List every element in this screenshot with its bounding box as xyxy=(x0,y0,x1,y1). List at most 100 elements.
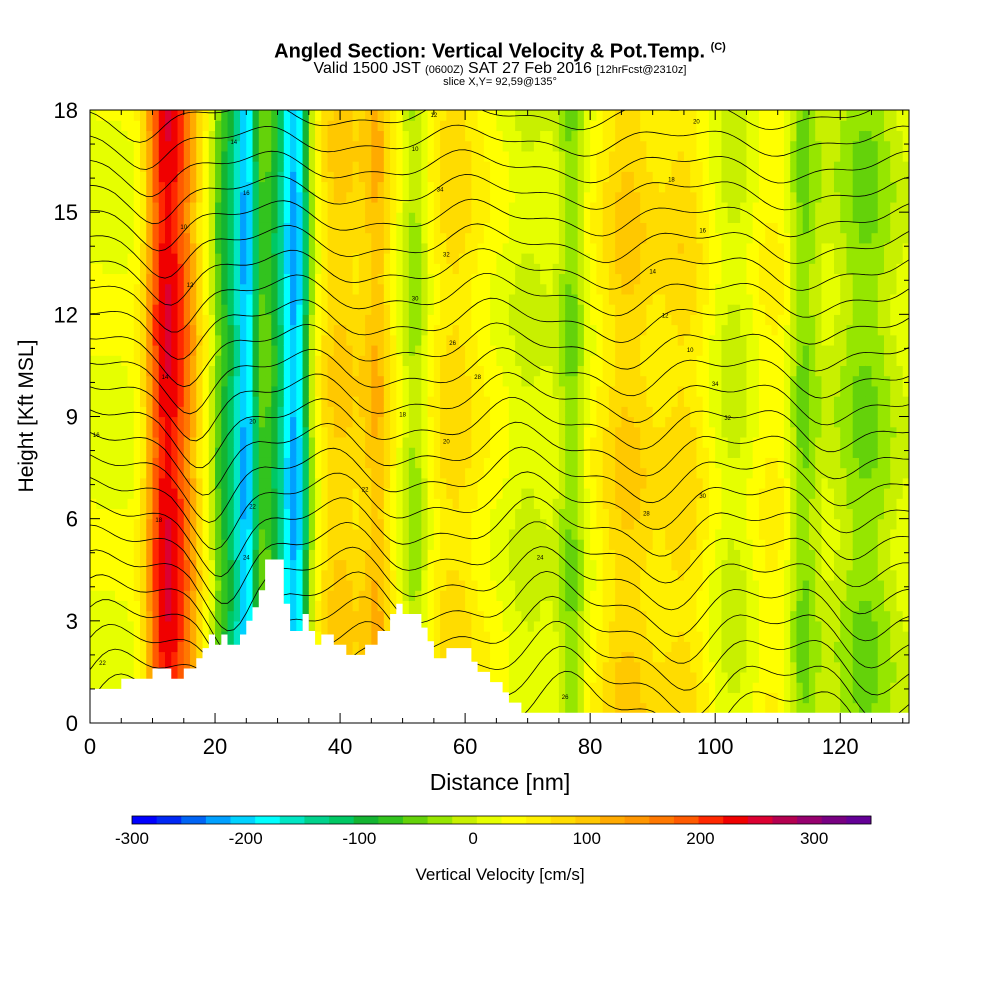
velocity-cell xyxy=(427,150,435,162)
velocity-cell xyxy=(508,549,516,561)
velocity-cell xyxy=(558,569,566,581)
velocity-cell xyxy=(271,324,279,336)
velocity-cell xyxy=(402,396,410,407)
velocity-cell xyxy=(215,631,222,642)
velocity-cell xyxy=(502,110,510,121)
velocity-cell xyxy=(265,304,272,315)
velocity-cell xyxy=(271,304,279,315)
velocity-cell xyxy=(440,396,447,407)
velocity-cell xyxy=(202,161,210,172)
velocity-cell xyxy=(558,120,566,132)
velocity-cell xyxy=(96,324,104,336)
velocity-cell xyxy=(233,355,241,367)
velocity-cell xyxy=(102,579,110,591)
velocity-cell xyxy=(258,150,266,162)
velocity-cell xyxy=(215,488,222,499)
velocity-cell xyxy=(115,457,122,469)
velocity-cell xyxy=(202,273,210,285)
velocity-cell xyxy=(346,436,354,448)
velocity-cell xyxy=(540,651,547,663)
velocity-cell xyxy=(583,579,591,591)
velocity-cell xyxy=(121,365,129,377)
velocity-cell xyxy=(177,181,185,193)
velocity-cell xyxy=(190,222,197,234)
velocity-cell xyxy=(196,181,204,193)
velocity-cell xyxy=(165,436,172,448)
velocity-cell xyxy=(590,273,598,285)
velocity-cell xyxy=(477,181,485,193)
velocity-cell xyxy=(102,293,110,305)
velocity-cell xyxy=(583,355,591,367)
velocity-cell xyxy=(190,528,197,540)
velocity-cell xyxy=(315,600,322,612)
velocity-cell xyxy=(121,467,129,479)
velocity-cell xyxy=(527,324,535,336)
velocity-cell xyxy=(140,416,147,428)
velocity-cell xyxy=(515,416,522,428)
velocity-cell xyxy=(421,518,429,530)
velocity-cell xyxy=(427,304,435,315)
velocity-cell xyxy=(90,212,97,223)
velocity-cell xyxy=(527,549,535,561)
velocity-cell xyxy=(571,140,579,152)
velocity-cell xyxy=(252,467,260,479)
velocity-cell xyxy=(283,201,291,213)
velocity-cell xyxy=(471,283,479,295)
velocity-cell xyxy=(271,253,279,264)
velocity-cell xyxy=(377,242,385,254)
velocity-cell xyxy=(533,702,541,714)
velocity-cell xyxy=(158,436,166,448)
velocity-cell xyxy=(427,610,435,622)
velocity-cell xyxy=(140,426,147,438)
velocity-cell xyxy=(383,528,391,540)
velocity-cell xyxy=(408,150,416,162)
velocity-cell xyxy=(365,590,372,601)
velocity-cell xyxy=(296,150,304,162)
velocity-cell xyxy=(546,447,554,458)
velocity-cell xyxy=(533,600,541,612)
velocity-cell xyxy=(483,641,491,653)
velocity-cell xyxy=(171,283,179,295)
velocity-cell xyxy=(546,457,554,469)
velocity-cell xyxy=(227,488,235,499)
velocity-cell xyxy=(321,447,329,458)
velocity-cell xyxy=(515,671,522,683)
velocity-cell xyxy=(221,181,229,193)
velocity-cell xyxy=(590,559,598,571)
velocity-cell xyxy=(402,191,410,203)
velocity-cell xyxy=(490,549,497,561)
velocity-cell xyxy=(240,620,247,632)
velocity-field xyxy=(90,110,909,723)
velocity-cell xyxy=(346,549,354,561)
velocity-cell xyxy=(496,549,504,561)
velocity-cell xyxy=(327,385,335,397)
velocity-cell xyxy=(158,539,166,550)
velocity-cell xyxy=(146,661,154,673)
velocity-cell xyxy=(246,610,254,622)
velocity-cell xyxy=(521,161,529,172)
velocity-cell xyxy=(377,508,385,520)
velocity-cell xyxy=(421,508,429,520)
velocity-cell xyxy=(371,590,379,601)
velocity-cell xyxy=(415,222,422,234)
velocity-cell xyxy=(396,191,404,203)
velocity-cell xyxy=(590,375,598,387)
velocity-cell xyxy=(246,171,254,183)
velocity-cell xyxy=(346,334,354,346)
velocity-cell xyxy=(208,344,216,356)
velocity-cell xyxy=(471,314,479,326)
velocity-cell xyxy=(383,385,391,397)
velocity-cell xyxy=(177,549,185,561)
velocity-cell xyxy=(171,518,179,530)
velocity-cell xyxy=(233,447,241,458)
velocity-cell xyxy=(471,396,479,407)
velocity-cell xyxy=(340,416,347,428)
velocity-cell xyxy=(133,222,141,234)
velocity-cell xyxy=(102,631,110,642)
velocity-cell xyxy=(246,110,254,121)
velocity-cell xyxy=(215,590,222,601)
velocity-cell xyxy=(133,436,141,448)
velocity-cell xyxy=(240,344,247,356)
velocity-cell xyxy=(427,488,435,499)
velocity-cell xyxy=(115,212,122,223)
